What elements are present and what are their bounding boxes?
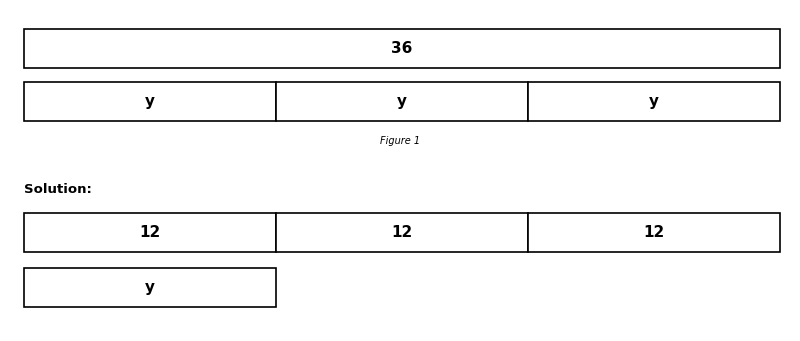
Bar (24, 82, 276, 121)
Bar (24, 29, 780, 68)
Text: y: y (145, 280, 155, 295)
Text: y: y (649, 94, 659, 109)
Text: 36: 36 (391, 41, 413, 56)
Text: 12: 12 (391, 225, 413, 240)
Text: y: y (145, 94, 155, 109)
Text: 12: 12 (139, 225, 161, 240)
Text: Figure 1: Figure 1 (380, 136, 420, 146)
Bar (24, 213, 276, 252)
Text: 12: 12 (643, 225, 665, 240)
Bar (528, 213, 780, 252)
Bar (276, 213, 528, 252)
Bar (24, 268, 276, 307)
Text: y: y (397, 94, 407, 109)
Bar (276, 82, 528, 121)
Bar (528, 82, 780, 121)
Text: Solution:: Solution: (24, 183, 92, 196)
